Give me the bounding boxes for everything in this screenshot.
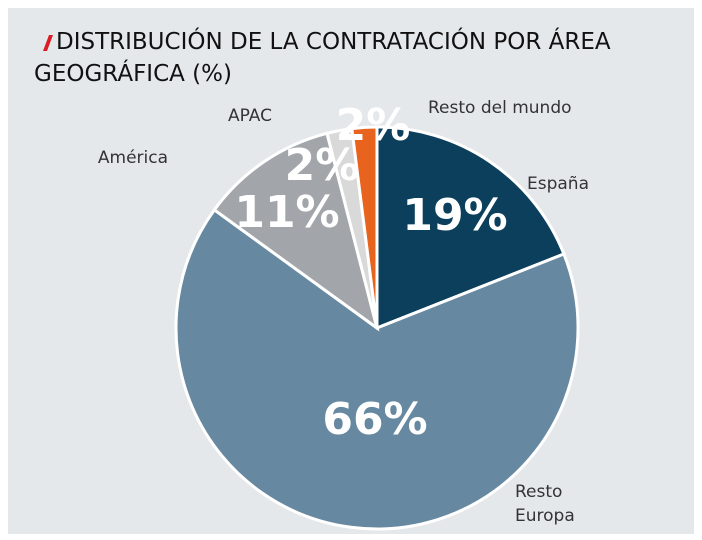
value-label: 2% [336,100,411,151]
pie-slice [350,125,379,329]
value-label: 19% [402,190,507,241]
category-label: Resto del mundo [428,98,572,118]
value-label: 66% [322,394,427,445]
title-icon [43,35,53,51]
pie-slice [375,125,566,331]
chart-title: DISTRIBUCIÓN DE LA CONTRATACIÓN POR ÁREA… [34,29,611,87]
pie-slice [174,207,580,531]
pie-slice [212,131,380,332]
value-label: 11% [234,187,339,238]
category-label: APAC [228,106,272,126]
category-label: América [97,148,168,168]
category-label: Resto Europa [515,482,575,526]
value-label: 2% [285,140,360,191]
category-label: España [527,174,589,194]
